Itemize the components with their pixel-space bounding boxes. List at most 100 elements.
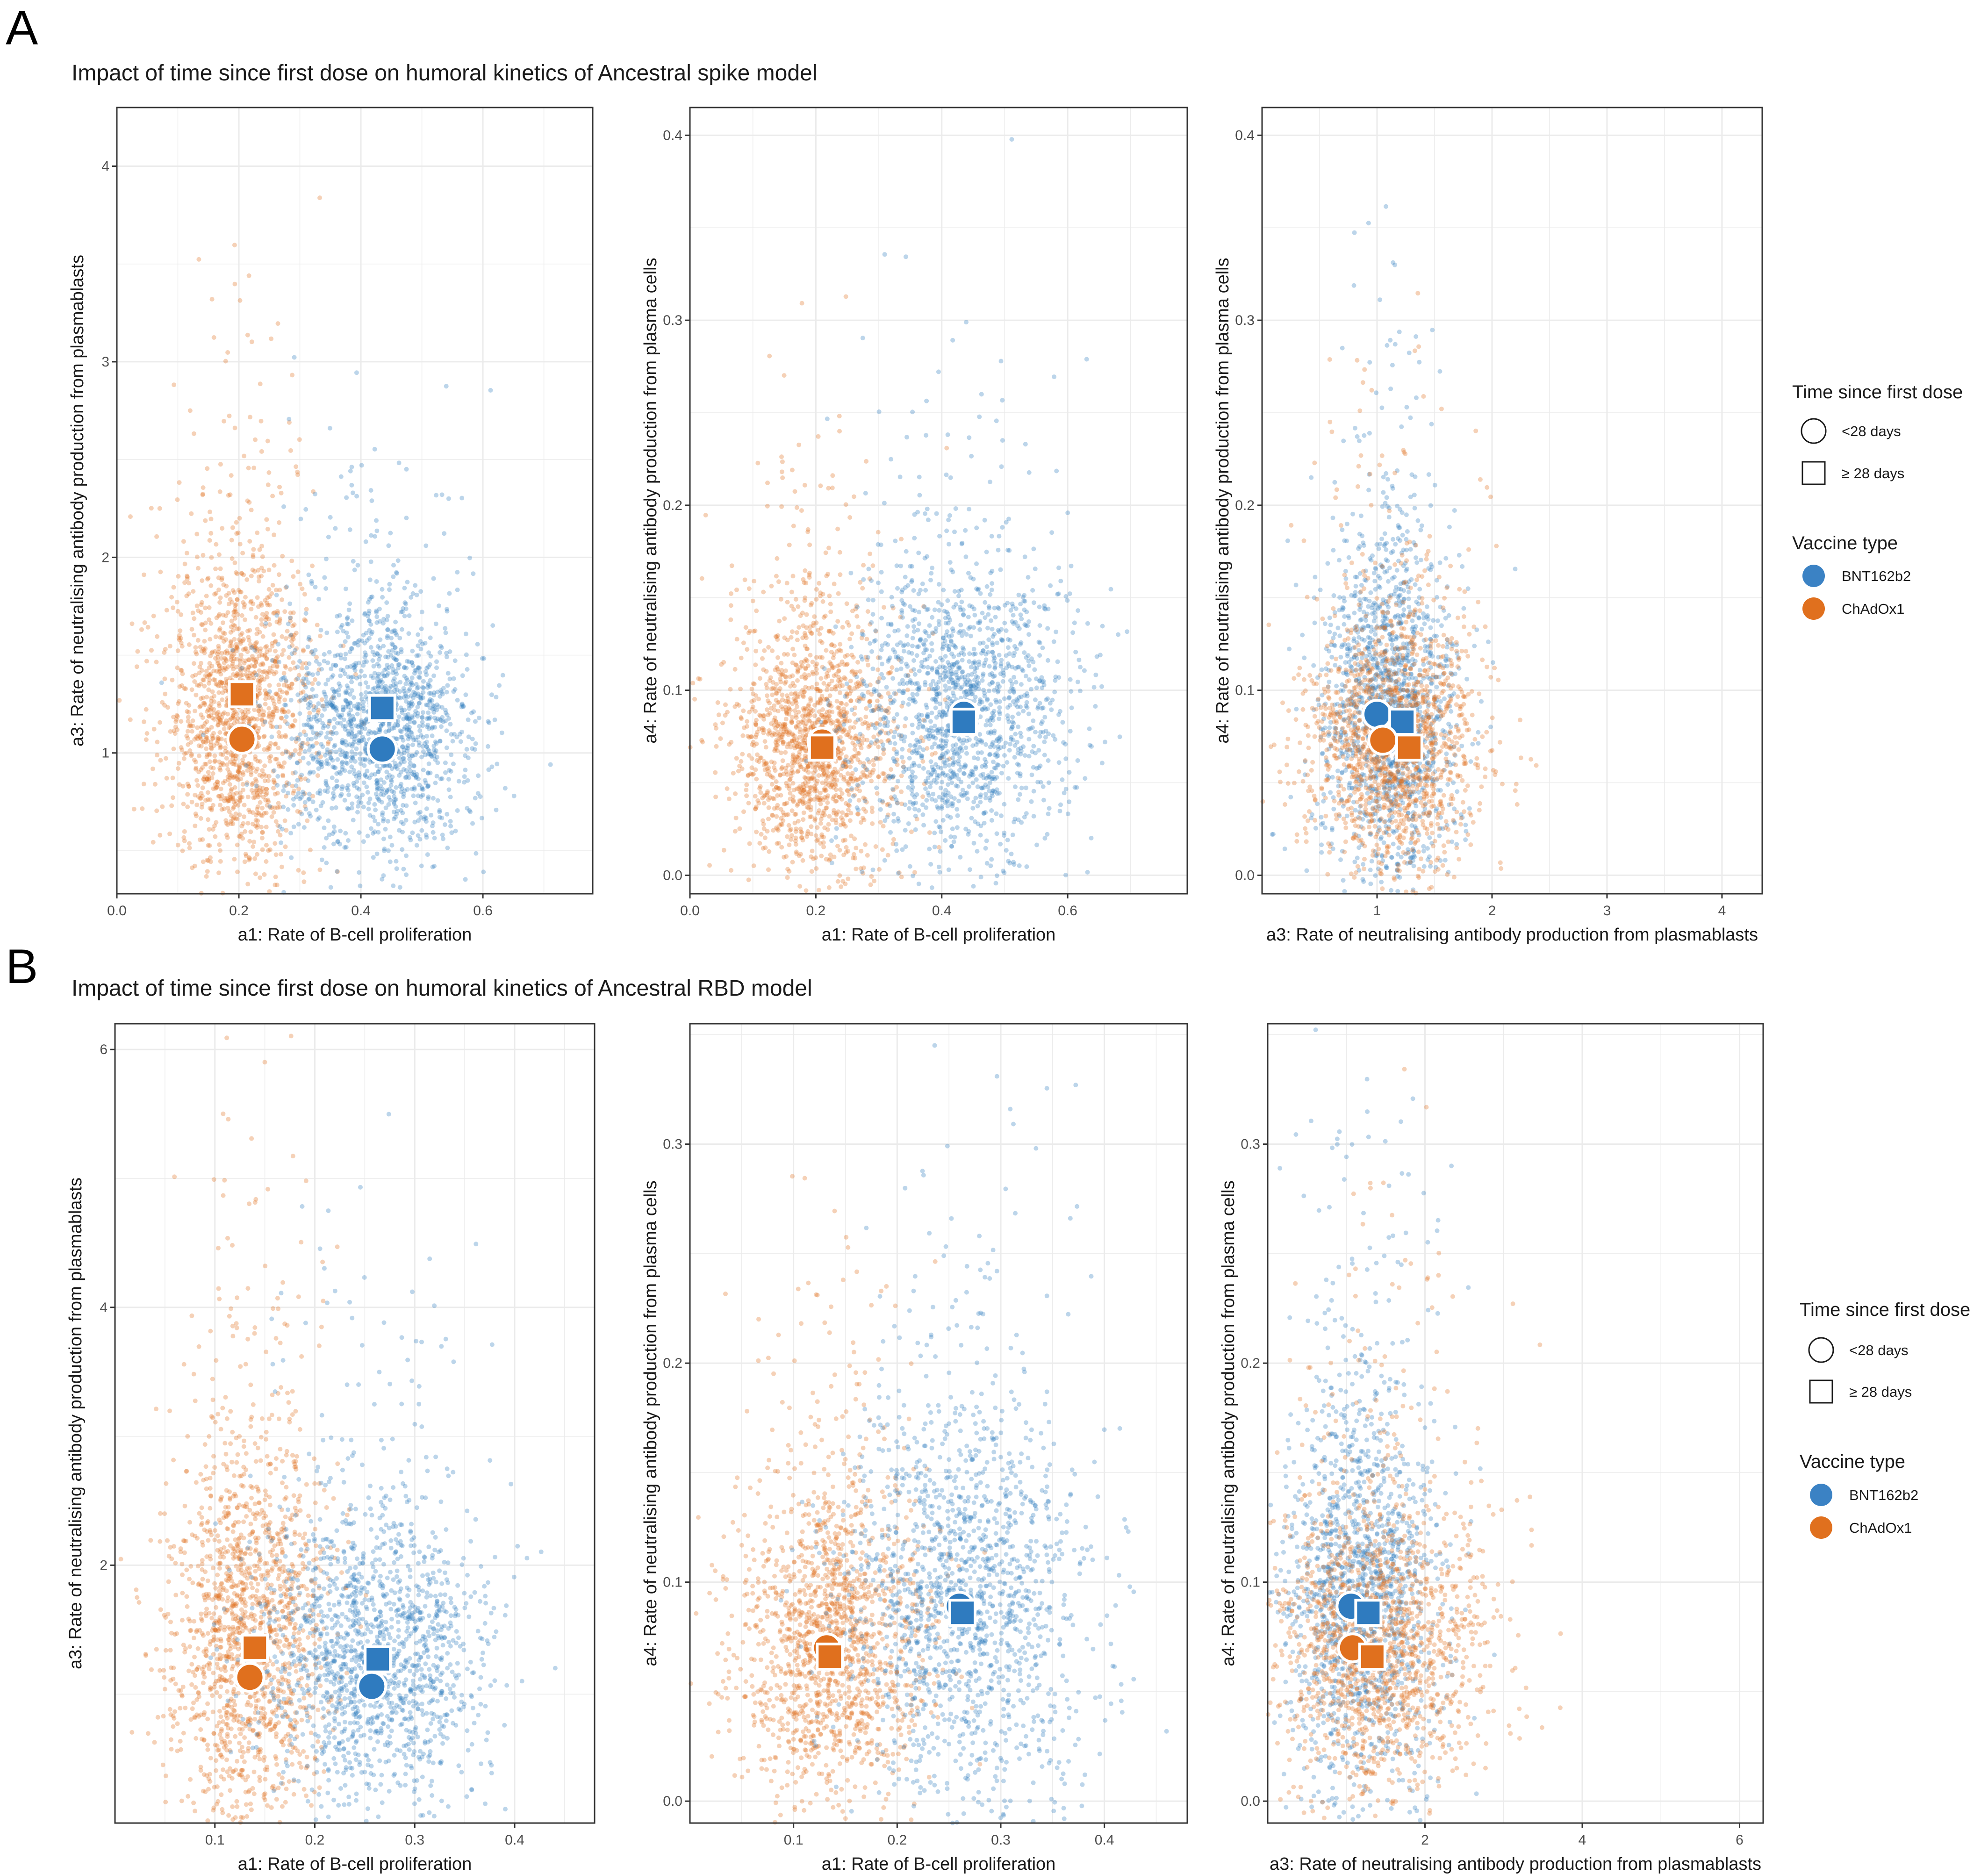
- sample-point-chadox1: [193, 823, 198, 828]
- sample-point-bnt162b2: [426, 794, 431, 799]
- sample-point-chadox1: [273, 670, 279, 675]
- sample-point-bnt162b2: [403, 601, 409, 606]
- sample-point-bnt162b2: [393, 619, 398, 625]
- sample-point-chadox1: [277, 734, 282, 739]
- sample-point-chadox1: [795, 667, 800, 672]
- sample-point-chadox1: [802, 775, 807, 780]
- sample-point-bnt162b2: [347, 649, 352, 654]
- sample-point-bnt162b2: [284, 714, 289, 719]
- sample-point-chadox1: [199, 744, 204, 749]
- sample-point-chadox1: [260, 768, 265, 773]
- sample-point-chadox1: [175, 609, 180, 614]
- sample-point-chadox1: [237, 542, 243, 546]
- sample-point-chadox1: [244, 577, 250, 582]
- sample-point-chadox1: [168, 729, 173, 734]
- sample-point-bnt162b2: [376, 830, 381, 835]
- sample-point-bnt162b2: [955, 784, 960, 789]
- sample-point-bnt162b2: [350, 490, 355, 495]
- sample-point-bnt162b2: [374, 614, 380, 619]
- sample-point-bnt162b2: [511, 793, 517, 798]
- sample-point-chadox1: [818, 483, 823, 488]
- sample-point-chadox1: [286, 709, 291, 714]
- sample-point-chadox1: [216, 646, 221, 651]
- sample-point-chadox1: [187, 784, 192, 789]
- sample-point-chadox1: [258, 649, 263, 654]
- sample-point-bnt162b2: [384, 600, 389, 605]
- sample-point-chadox1: [174, 713, 179, 718]
- sample-point-chadox1: [804, 768, 809, 773]
- sample-point-bnt162b2: [335, 869, 339, 874]
- sample-point-bnt162b2: [879, 616, 884, 621]
- sample-point-chadox1: [811, 708, 816, 713]
- sample-point-chadox1: [229, 821, 234, 826]
- sample-point-chadox1: [245, 332, 250, 337]
- sample-point-bnt162b2: [876, 679, 881, 684]
- sample-point-chadox1: [229, 716, 234, 721]
- sample-point-chadox1: [849, 736, 854, 740]
- sample-point-bnt162b2: [347, 601, 352, 606]
- sample-point-chadox1: [258, 691, 263, 696]
- sample-point-bnt162b2: [347, 527, 352, 532]
- sample-point-chadox1: [902, 724, 907, 729]
- sample-point-bnt162b2: [489, 692, 494, 697]
- sample-point-chadox1: [213, 834, 218, 839]
- sample-point-chadox1: [790, 781, 796, 786]
- sample-point-chadox1: [232, 857, 237, 862]
- sample-point-chadox1: [760, 656, 765, 661]
- sample-point-chadox1: [796, 768, 801, 774]
- sample-point-chadox1: [795, 803, 800, 808]
- sample-point-chadox1: [274, 664, 280, 669]
- sample-point-chadox1: [265, 747, 270, 753]
- sample-point-bnt162b2: [401, 755, 406, 761]
- sample-point-bnt162b2: [346, 607, 352, 612]
- sample-point-bnt162b2: [351, 818, 356, 823]
- sample-point-bnt162b2: [1027, 677, 1032, 682]
- sample-point-chadox1: [216, 649, 221, 654]
- sample-point-chadox1: [199, 796, 204, 801]
- sample-point-bnt162b2: [344, 495, 349, 500]
- sample-point-chadox1: [764, 707, 769, 712]
- panel-a-a1-vs-a4: 0.0 0.2 0.4 0.60.00.10.20.30.4a1: Rate of B…: [641, 107, 1188, 945]
- sample-point-chadox1: [891, 837, 896, 842]
- sample-point-chadox1: [186, 718, 191, 724]
- sample-point-chadox1: [855, 751, 860, 756]
- sample-point-chadox1: [255, 818, 260, 823]
- sample-point-bnt162b2: [463, 768, 468, 773]
- sample-point-chadox1: [814, 655, 819, 660]
- sample-point-chadox1: [766, 712, 771, 718]
- sample-point-chadox1: [714, 725, 719, 731]
- sample-point-bnt162b2: [894, 848, 899, 853]
- sample-point-bnt162b2: [368, 826, 373, 831]
- sample-point-chadox1: [187, 408, 193, 413]
- sample-point-bnt162b2: [334, 778, 339, 783]
- sample-point-bnt162b2: [1031, 789, 1036, 794]
- sample-point-chadox1: [860, 586, 865, 591]
- sample-point-chadox1: [179, 719, 184, 724]
- sample-point-chadox1: [789, 808, 795, 813]
- sample-point-bnt162b2: [332, 794, 337, 799]
- sample-point-chadox1: [215, 710, 221, 715]
- sample-point-chadox1: [257, 688, 262, 693]
- sample-point-bnt162b2: [414, 775, 418, 780]
- sample-point-bnt162b2: [413, 709, 418, 714]
- sample-point-bnt162b2: [334, 731, 339, 736]
- sample-point-chadox1: [773, 668, 778, 673]
- sample-point-bnt162b2: [435, 754, 439, 760]
- sample-point-chadox1: [780, 692, 785, 697]
- sample-point-bnt162b2: [401, 794, 406, 799]
- sample-point-bnt162b2: [984, 584, 990, 589]
- sample-point-bnt162b2: [380, 595, 385, 600]
- sample-point-chadox1: [801, 810, 806, 815]
- sample-point-bnt162b2: [375, 661, 380, 667]
- sample-point-chadox1: [784, 726, 789, 732]
- sample-point-chadox1: [825, 795, 830, 800]
- sample-point-chadox1: [200, 715, 205, 720]
- x-tick-label: 0.0: [107, 903, 127, 919]
- sample-point-chadox1: [784, 854, 789, 859]
- sample-point-chadox1: [318, 633, 323, 639]
- sample-point-chadox1: [227, 775, 232, 780]
- sample-point-chadox1: [219, 807, 224, 812]
- sample-point-bnt162b2: [419, 863, 424, 869]
- sample-point-bnt162b2: [338, 625, 344, 630]
- sample-point-chadox1: [746, 753, 752, 758]
